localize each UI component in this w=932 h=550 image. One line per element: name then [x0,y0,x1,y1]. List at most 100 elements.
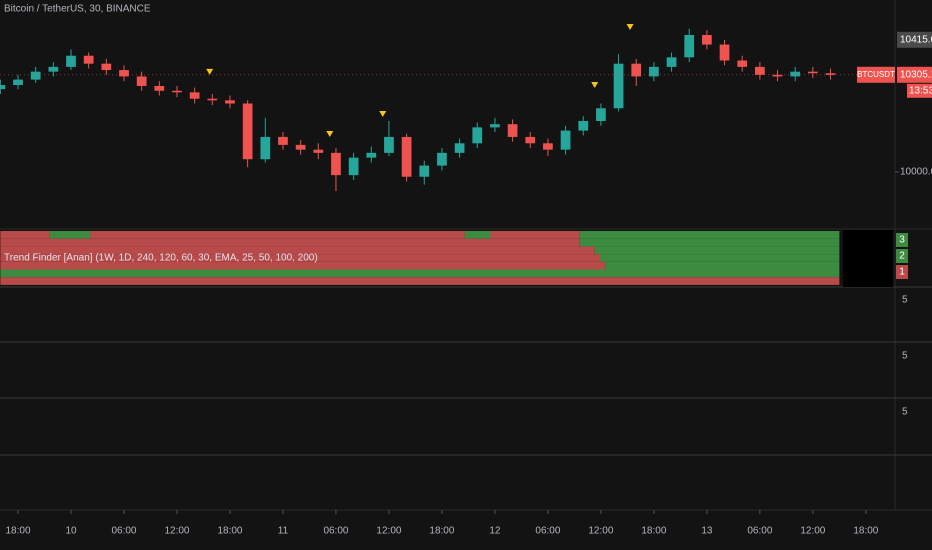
x-tick-label: 12:00 [376,526,401,537]
candle-body [684,35,695,58]
candle-body [825,73,836,75]
trend-segment [579,238,840,247]
candle-body [66,55,76,67]
trend-segment [0,269,840,278]
candle-body [48,66,59,72]
x-tick-label: 12:00 [164,526,189,537]
trend-segment [490,231,580,239]
candle-body [401,136,412,177]
x-tick-label: 12 [489,526,501,537]
candle-body [525,136,536,144]
candle-body [472,127,483,144]
candle-body [154,85,165,91]
candle-body [702,35,712,45]
candle-body [755,66,765,75]
candle-body [596,108,606,122]
trend-segment [0,238,580,247]
indicator-legend: Trend Finder [Anan] (1W, 1D, 240, 120, 6… [4,253,318,264]
candle-body [119,70,129,77]
trend-segment [594,246,840,255]
countdown-label: 13:53 [909,85,932,96]
candle-body [295,144,306,150]
chart-title: Bitcoin / TetherUS, 30, BINANCE [4,4,151,15]
signal-marker [379,110,387,117]
y-tick-label: 10000.00 [900,167,932,178]
candle-body [30,71,41,80]
pane-scale-label: 5 [902,295,908,306]
countdown-box [907,83,932,98]
candle-body [313,149,324,153]
x-tick-label: 06:00 [111,526,136,537]
candle-body [172,90,182,93]
candle-body [808,71,818,74]
level-label: 1 [899,267,905,278]
trend-segment [0,254,601,262]
candle-body [384,136,394,153]
x-tick-label: 12:00 [588,526,613,537]
candle-body [260,136,271,160]
candle-body [0,85,6,90]
last-price-label: 10305.13 [900,69,932,80]
pane-scale-label: 5 [902,351,908,362]
candle-body [136,76,147,86]
pane-scale-label: 5 [902,407,908,418]
trend-segment [0,246,595,255]
candle-body [13,79,23,86]
x-tick-label: 10 [65,526,77,537]
candle-body [772,74,783,77]
candle-body [437,152,447,166]
level-box [896,265,908,279]
x-tick-label: 18:00 [217,526,242,537]
trend-segment [605,261,840,270]
candle-body [543,143,553,150]
candle-body [189,92,200,99]
candle-body [631,63,642,77]
candle-body [366,152,377,158]
candle-body [578,121,589,131]
trend-segment [90,231,465,239]
candle-body [101,63,112,71]
signal-marker [626,24,634,31]
x-tick-label: 06:00 [323,526,348,537]
x-tick-label: 13 [701,526,713,537]
level-box [896,249,908,263]
last-price-box [897,66,932,83]
high-price-label: 10415.01 [900,34,932,45]
x-tick-label: 06:00 [747,526,772,537]
high-price-box [897,31,932,48]
x-tick-label: 12:00 [800,526,825,537]
x-tick-label: 11 [278,526,289,537]
candle-body [560,130,571,150]
signal-marker [206,68,214,75]
symbol-label: BTCUSDT [857,70,895,79]
candle-body [242,103,253,160]
level-label: 3 [899,235,905,246]
signal-marker [591,81,599,88]
trend-segment [0,261,606,270]
level-label: 2 [899,251,905,262]
candle-body [719,44,730,61]
candle-body [348,157,359,176]
x-tick-label: 06:00 [535,526,560,537]
x-tick-label: 18:00 [853,526,878,537]
trend-segment [579,231,840,239]
trend-segment [49,231,91,239]
candle-body [225,100,235,104]
level-box [896,233,908,247]
candle-body [649,66,659,77]
candle-body [737,60,748,67]
x-tick-label: 18:00 [6,526,31,537]
candle-body [666,57,677,67]
candle-body [331,152,341,176]
candle-body [419,165,430,177]
candle-body [507,124,518,137]
trend-segment [0,231,50,239]
candle-body [490,124,500,128]
candle-body [83,55,94,64]
candle-body [278,136,288,145]
signal-marker [326,131,334,138]
candle-body [790,71,801,77]
candle-body [207,98,218,101]
